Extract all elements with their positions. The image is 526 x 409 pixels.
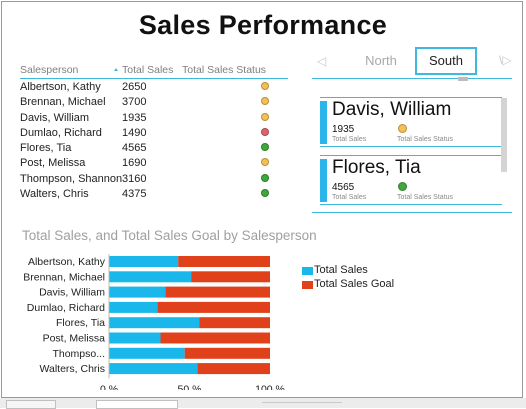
legend-label-total-sales-goal: Total Sales Goal xyxy=(314,278,395,290)
category-label: Brennan, Michael xyxy=(23,271,105,283)
cell-salesperson: Flores, Tia xyxy=(20,142,72,155)
category-label: Walters, Chris xyxy=(39,363,105,375)
table-row[interactable]: Dumlao, Richard 1490 xyxy=(20,125,288,140)
bar-total-sales-goal[interactable] xyxy=(191,271,270,283)
bar-total-sales[interactable] xyxy=(109,301,158,313)
bar-total-sales-goal[interactable] xyxy=(157,301,270,313)
status-indicator-icon xyxy=(261,112,269,121)
card-accent-bar xyxy=(320,101,327,144)
x-tick-label: 100 % xyxy=(255,383,285,390)
card-total-sales-label: Total Sales xyxy=(332,136,367,143)
region-tab-strip: ◁ North South \▷ xyxy=(312,46,512,79)
table-row[interactable]: Albertson, Kathy 2650 xyxy=(20,79,288,94)
cell-total-sales: 1690 xyxy=(122,157,147,170)
sheet-tab-bar xyxy=(0,398,526,409)
status-indicator-icon xyxy=(261,189,269,198)
table-body: Albertson, Kathy 2650 Brennan, Michael 3700… xyxy=(20,79,288,201)
category-label: Albertson, Kathy xyxy=(28,256,106,268)
category-label: Dumlao, Richard xyxy=(27,302,105,314)
card-total-sales: 4565 xyxy=(332,182,355,193)
card-name: Flores, Tia xyxy=(332,157,421,178)
bar-total-sales-goal[interactable] xyxy=(178,256,270,267)
table-row[interactable]: Flores, Tia 4565 xyxy=(20,140,288,155)
tab-north[interactable]: North xyxy=(365,53,397,68)
scroll-left-icon[interactable]: ◁ xyxy=(317,54,327,68)
legend-swatch-total-sales-goal xyxy=(302,281,313,289)
card-status-icon xyxy=(398,124,407,133)
card-status-icon xyxy=(398,182,407,191)
card-total-sales-label: Total Sales xyxy=(332,194,367,201)
scroll-right-icon[interactable]: \▷ xyxy=(499,53,512,67)
bar-total-sales[interactable] xyxy=(109,363,198,375)
status-indicator-icon xyxy=(261,127,269,136)
cell-salesperson: Dumlao, Richard xyxy=(20,126,102,139)
salesperson-card[interactable]: Flores, Tia 4565 Total Sales Total Sales St… xyxy=(320,155,502,205)
cell-salesperson: Davis, William xyxy=(20,111,90,124)
tab-scroll-grip[interactable] xyxy=(458,77,468,81)
x-tick-label: 50 % xyxy=(178,383,202,390)
status-indicator-icon xyxy=(261,82,269,90)
bar-total-sales[interactable] xyxy=(109,332,161,344)
header-salesperson[interactable]: Salesperson xyxy=(20,64,79,76)
cell-total-sales: 1490 xyxy=(122,126,147,139)
cell-total-sales: 1935 xyxy=(122,111,147,124)
table-header: Salesperson Total Sales Total Sales Stat… xyxy=(20,64,288,79)
status-indicator-icon xyxy=(261,143,269,152)
page-title: Sales Performance xyxy=(138,10,388,40)
cell-salesperson: Thompson, Shannon xyxy=(20,172,123,185)
salesperson-card[interactable]: Davis, William 1935 Total Sales Total Sales… xyxy=(320,97,502,147)
sheet-scroll-track[interactable] xyxy=(262,402,342,403)
bar-total-sales-goal[interactable] xyxy=(199,317,270,329)
table-row[interactable]: Post, Melissa 1690 xyxy=(20,155,288,170)
cell-salesperson: Albertson, Kathy xyxy=(20,81,101,93)
cell-total-sales: 3160 xyxy=(122,172,147,185)
category-label: Flores, Tia xyxy=(56,317,105,329)
legend-swatch-total-sales xyxy=(302,267,313,275)
legend-label-total-sales: Total Sales xyxy=(314,264,368,276)
cell-total-sales: 2650 xyxy=(122,81,147,93)
cell-salesperson: Post, Melissa xyxy=(20,157,86,170)
bar-total-sales[interactable] xyxy=(109,286,166,298)
cell-total-sales: 3700 xyxy=(122,96,147,109)
bar-total-sales-goal[interactable] xyxy=(160,332,270,344)
bar-total-sales-goal[interactable] xyxy=(184,347,270,359)
cell-total-sales: 4375 xyxy=(122,188,147,201)
bar-total-sales[interactable] xyxy=(109,256,179,267)
card-name: Davis, William xyxy=(332,99,452,120)
cell-salesperson: Brennan, Michael xyxy=(20,96,106,109)
header-total-sales[interactable]: Total Sales xyxy=(122,64,174,76)
table-row[interactable]: Thompson, Shannon 3160 xyxy=(20,171,288,186)
sales-table: Salesperson Total Sales Total Sales Stat… xyxy=(20,64,288,201)
bar-total-sales[interactable] xyxy=(109,271,192,283)
status-indicator-icon xyxy=(261,173,269,182)
category-label: Davis, William xyxy=(39,287,105,299)
cell-total-sales: 4565 xyxy=(122,142,147,155)
category-label: Thompso... xyxy=(52,348,105,360)
x-tick-label: 0 % xyxy=(100,383,118,390)
chart-title: Total Sales, and Total Sales Goal by Sal… xyxy=(22,228,317,243)
bar-total-sales[interactable] xyxy=(109,317,200,329)
card-status-label: Total Sales Status xyxy=(397,136,454,143)
table-row[interactable]: Davis, William 1935 xyxy=(20,110,288,125)
table-row[interactable]: Walters, Chris 4375 xyxy=(20,186,288,201)
card-total-sales: 1935 xyxy=(332,124,355,135)
cell-salesperson: Walters, Chris xyxy=(20,188,89,201)
bar-total-sales-goal[interactable] xyxy=(197,363,270,375)
bar-total-sales-goal[interactable] xyxy=(165,286,270,298)
sort-ascending-icon[interactable] xyxy=(114,68,118,71)
category-label: Post, Melissa xyxy=(43,333,106,345)
status-indicator-icon xyxy=(261,97,269,106)
bar-total-sales[interactable] xyxy=(109,347,185,359)
tab-south[interactable]: South xyxy=(415,47,477,75)
card-status-label: Total Sales Status xyxy=(397,194,454,201)
table-row[interactable]: Brennan, Michael 3700 xyxy=(20,94,288,109)
tile-divider xyxy=(312,212,512,213)
header-total-sales-status[interactable]: Total Sales Status xyxy=(182,64,267,76)
stacked-bar-chart: Albertson, Kathy Brennan, Michael Davis, W… xyxy=(23,254,285,390)
card-scrollbar[interactable] xyxy=(501,98,507,172)
card-accent-bar xyxy=(320,159,327,202)
status-indicator-icon xyxy=(261,158,269,167)
